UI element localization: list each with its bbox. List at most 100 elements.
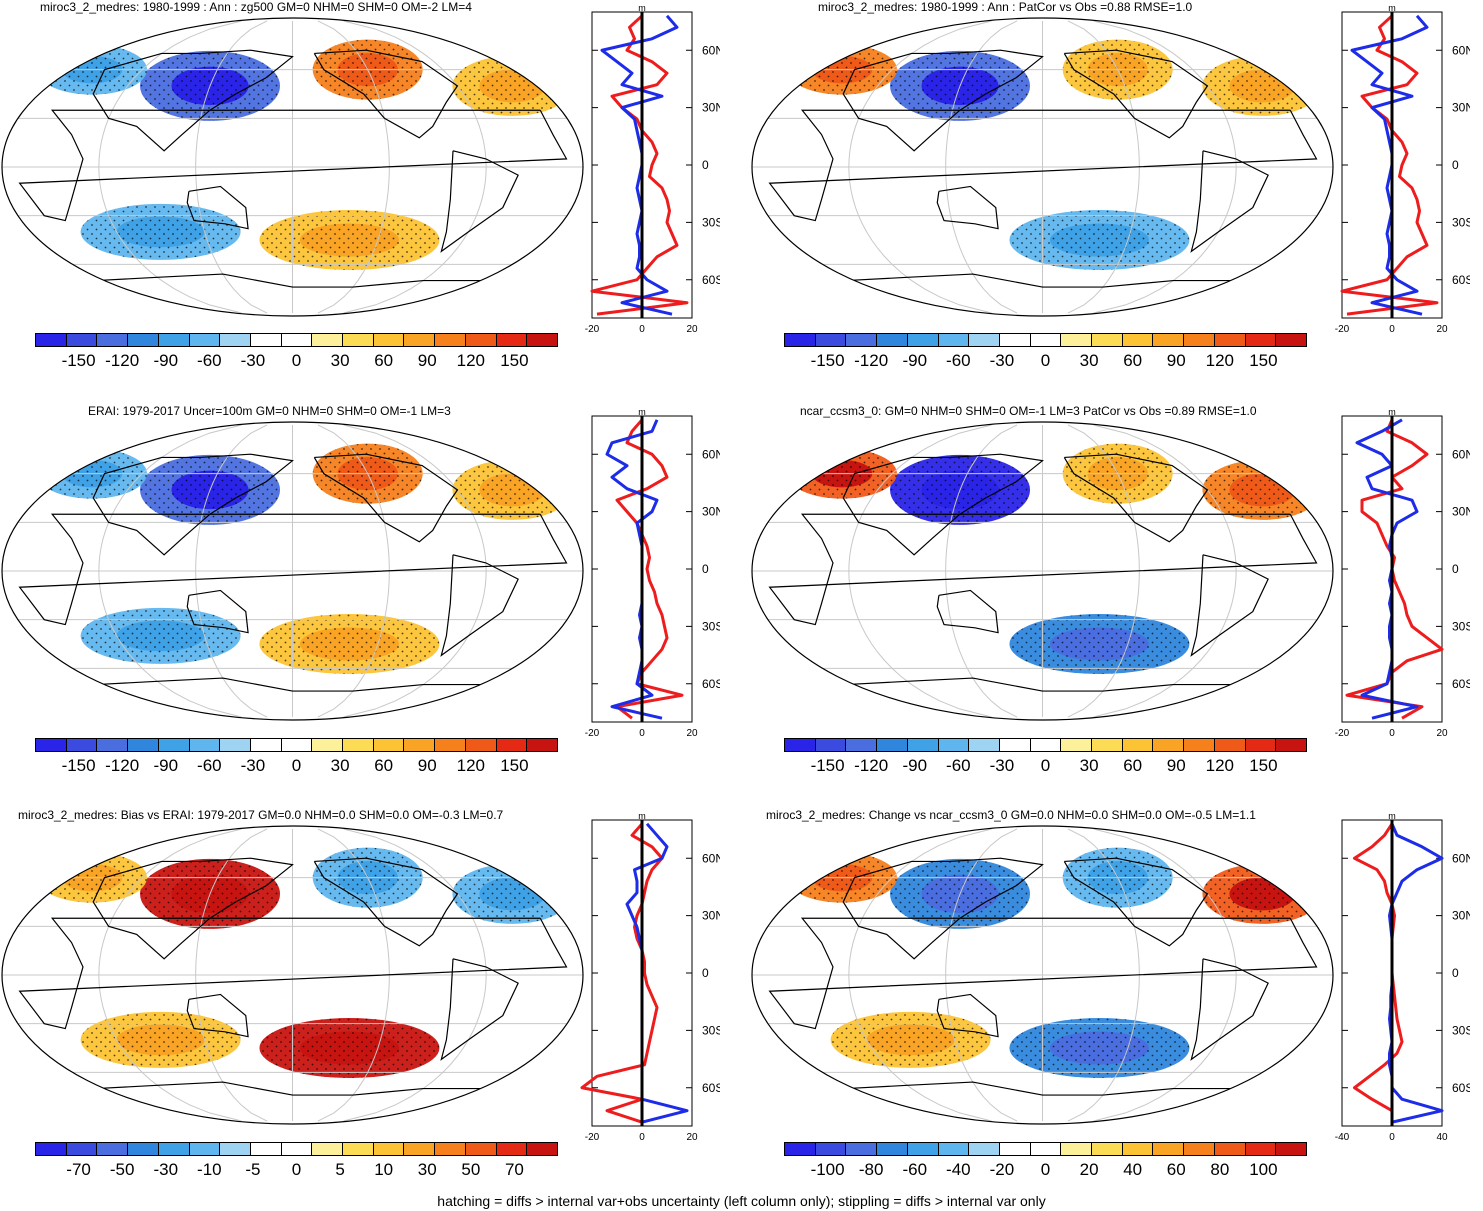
colorbar-label: -150 [61, 351, 96, 370]
panel-4-colorbar [784, 738, 1307, 752]
colorbar-swatch [343, 739, 374, 751]
zonal-x-label: 0 [639, 1132, 645, 1143]
panel-3-colorbar [35, 738, 558, 752]
colorbar-label: -120 [854, 351, 889, 370]
colorbar-label: -100 [810, 1160, 845, 1179]
coastline [1190, 150, 1269, 253]
obs-zonal-line [1355, 418, 1419, 720]
colorbar-label: -90 [902, 351, 928, 370]
coastline [186, 589, 249, 634]
colorbar-swatch [1122, 1143, 1154, 1155]
colorbar-swatch [1061, 739, 1093, 751]
stippling [259, 1018, 440, 1079]
zonal-lat-label: 60S [1452, 677, 1470, 691]
zonal-x-label: 40 [1436, 1132, 1448, 1143]
panel-3-map [1, 421, 584, 721]
graticule-lon [195, 20, 268, 314]
zonal-units: m [1388, 408, 1396, 417]
zonal-lat-label: 30S [702, 1023, 720, 1037]
colorbar-swatch [97, 1143, 129, 1155]
panel-1-map [1, 17, 584, 317]
zonal-lat-label: 30N [1452, 909, 1470, 923]
colorbar-swatch [465, 334, 497, 346]
colorbar-swatch [527, 739, 557, 751]
panel-6-map [751, 825, 1334, 1125]
colorbar-swatch [1214, 334, 1246, 346]
colorbar-swatch [938, 334, 970, 346]
colorbar-label: -60 [902, 1160, 928, 1179]
colorbar-swatch [36, 739, 67, 751]
map-border [751, 825, 1334, 1125]
graticule-lon [945, 828, 1018, 1122]
colorbar-label: -5 [245, 1160, 261, 1179]
colorbar-swatch [97, 334, 129, 346]
colorbar-label: 0 [291, 756, 302, 775]
colorbar-label: 120 [1205, 351, 1235, 370]
colorbar-swatch [97, 739, 129, 751]
colorbar-swatch [846, 1143, 878, 1155]
coastline [92, 857, 294, 960]
panel-1-zonal-profile: 60N 30N 0 30S 60S -20 0 20 m [585, 4, 720, 335]
colorbar-label: 0 [1040, 756, 1051, 775]
graticule-lon [945, 20, 1018, 314]
colorbar-swatch [373, 1143, 405, 1155]
colorbar-swatch [1122, 334, 1154, 346]
colorbar-label: 30 [417, 1160, 437, 1179]
coastline [846, 677, 1238, 692]
graticule-lon [98, 20, 242, 314]
coastline [768, 917, 1318, 1030]
colorbar-label: 150 [1249, 351, 1278, 370]
coastline [846, 273, 1238, 288]
panel-5-zonal-profile: 60N 30N 0 30S 60S -20 0 20 m [580, 812, 720, 1143]
colorbar-swatch [343, 1143, 374, 1155]
coastline [18, 917, 568, 1030]
panel-1-colorbar [35, 333, 558, 347]
graticule-lon [945, 424, 1018, 718]
coastline [18, 109, 568, 222]
colorbar-label: -70 [66, 1160, 91, 1179]
panel-1-title: miroc3_2_medres: 1980-1999 : Ann : zg500… [40, 0, 472, 14]
graticule-lon [1093, 424, 1237, 718]
model-zonal-line [1345, 419, 1444, 720]
colorbar-swatch [128, 739, 159, 751]
graticule-lon [1093, 828, 1237, 1122]
zonal-lat-label: 60S [702, 677, 720, 691]
coastline [313, 49, 459, 139]
panel-6-zonal-profile: 60N 30N 0 30S 60S -40 0 40 m [1335, 812, 1470, 1143]
obs-zonal-line [1388, 823, 1444, 1124]
zonal-x-label: -20 [585, 324, 600, 335]
coastline [936, 589, 999, 634]
model-zonal-line [615, 418, 684, 720]
stippling [259, 210, 440, 271]
colorbar-label: 0 [1040, 1160, 1051, 1179]
colorbar-label: 90 [1166, 756, 1186, 775]
colorbar-label: 30 [330, 756, 350, 775]
colorbar-swatch [128, 334, 159, 346]
coastline [18, 513, 568, 626]
model-zonal-line [1353, 823, 1404, 1123]
colorbar-label: 90 [1166, 351, 1186, 370]
zonal-lat-label: 30N [1452, 505, 1470, 519]
panel-2-colorbar [784, 333, 1307, 347]
colorbar-label: -60 [197, 351, 222, 370]
colorbar-swatch [220, 1143, 251, 1155]
colorbar-swatch [527, 1143, 557, 1155]
colorbar-swatch [969, 1143, 1000, 1155]
graticule-lon [195, 828, 268, 1122]
colorbar-swatch [343, 334, 374, 346]
panel-6-title: miroc3_2_medres: Change vs ncar_ccsm3_0 … [766, 808, 1256, 822]
panel-3-colorbar-labels: -150 -120 -90 -60 -30 0 30 60 90 120 150 [35, 756, 558, 778]
coastline [440, 554, 519, 657]
zonal-x-label: 20 [686, 728, 698, 739]
colorbar-label: -120 [105, 351, 140, 370]
coastline [1190, 958, 1269, 1061]
zonal-x-label: 0 [1389, 324, 1395, 335]
panel-5-title: miroc3_2_medres: Bias vs ERAI: 1979-2017… [18, 808, 504, 822]
colorbar-swatch [465, 1143, 497, 1155]
panel-4-zonal-profile: 60N 30N 0 30S 60S -20 0 20 m [1335, 408, 1470, 739]
colorbar-label: -150 [810, 351, 845, 370]
coastline [842, 857, 1044, 960]
colorbar-label: 60 [1166, 1160, 1186, 1179]
colorbar-swatch [496, 739, 528, 751]
colorbar-swatch [938, 1143, 970, 1155]
